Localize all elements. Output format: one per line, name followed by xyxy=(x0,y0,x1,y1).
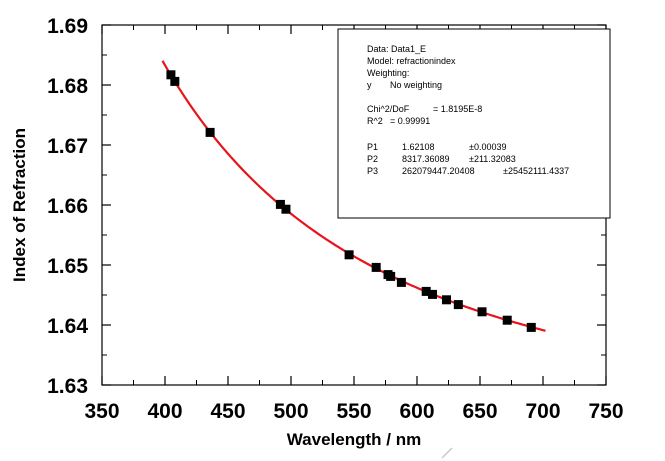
y-tick-label: 1.68 xyxy=(47,75,88,98)
param-p1-error: ±0.00039 xyxy=(469,142,506,152)
data-point xyxy=(205,127,215,137)
param-p3-error: ±25452111.4337 xyxy=(503,166,569,176)
x-tick-label: 350 xyxy=(84,400,119,423)
legend-chi-value: = 1.8195E-8 xyxy=(433,104,482,114)
param-p3-name: P3 xyxy=(367,166,378,176)
data-point xyxy=(371,262,381,272)
y-tick-label: 1.67 xyxy=(47,135,88,158)
param-p3-value: 262079447.20408 xyxy=(402,166,475,176)
x-tick-label: 650 xyxy=(462,400,497,423)
param-p2-name: P2 xyxy=(367,154,378,164)
data-point xyxy=(428,289,437,299)
data-point xyxy=(386,271,396,281)
data-point xyxy=(170,76,180,86)
param-p2-error: ±211.32083 xyxy=(469,154,516,164)
legend-weight-val: No weighting xyxy=(390,80,442,90)
data-markers xyxy=(166,70,536,332)
pen-mark xyxy=(441,447,453,459)
x-tick-label: 750 xyxy=(588,400,623,423)
param-p1-value: 1.62108 xyxy=(402,142,435,152)
y-tick-label: 1.63 xyxy=(47,375,88,398)
y-tick-label: 1.65 xyxy=(47,255,88,278)
data-point xyxy=(526,322,536,332)
legend-r2-label: R^2 xyxy=(367,116,383,126)
x-tick-label: 500 xyxy=(273,400,308,423)
data-point xyxy=(344,250,354,260)
legend-weight-var: y xyxy=(367,80,372,90)
x-tick-label: 400 xyxy=(147,400,182,423)
data-point xyxy=(275,199,285,209)
data-point xyxy=(441,295,451,305)
y-tick-label: 1.64 xyxy=(47,315,88,338)
x-tick-label: 600 xyxy=(399,400,434,423)
data-point xyxy=(396,277,406,287)
fit-results-frame xyxy=(337,28,611,219)
y-axis-title: Index of Refraction xyxy=(10,128,29,282)
data-point xyxy=(453,300,463,310)
param-p2-value: 8317.36089 xyxy=(402,154,450,164)
y-tick-label: 1.66 xyxy=(47,195,88,218)
x-tick-label: 450 xyxy=(210,400,245,423)
legend-model: Model: refractionindex xyxy=(367,56,456,66)
data-point xyxy=(477,307,487,317)
data-point xyxy=(281,204,291,214)
legend-weighting: Weighting: xyxy=(367,68,409,78)
param-p1-name: P1 xyxy=(367,142,378,152)
x-axis-title: Wavelength / nm xyxy=(287,430,421,449)
axis-tick-labels: 350 400 450 500 550 600 650 700 750 1.63 1.64 1.65 1… xyxy=(47,15,623,423)
x-tick-label: 550 xyxy=(336,400,371,423)
y-tick-label: 1.69 xyxy=(47,15,88,38)
data-point xyxy=(502,315,512,325)
data-point xyxy=(421,286,431,296)
legend-data: Data: Data1_E xyxy=(367,44,426,54)
x-tick-label: 700 xyxy=(525,400,560,423)
data-point xyxy=(166,70,176,80)
fit-results-box: Data: Data1_E Model: refractionindex Wei… xyxy=(337,28,611,219)
legend-chi-label: Chi^2/DoF xyxy=(367,104,410,114)
legend-r2-value: = 0.99991 xyxy=(390,116,430,126)
